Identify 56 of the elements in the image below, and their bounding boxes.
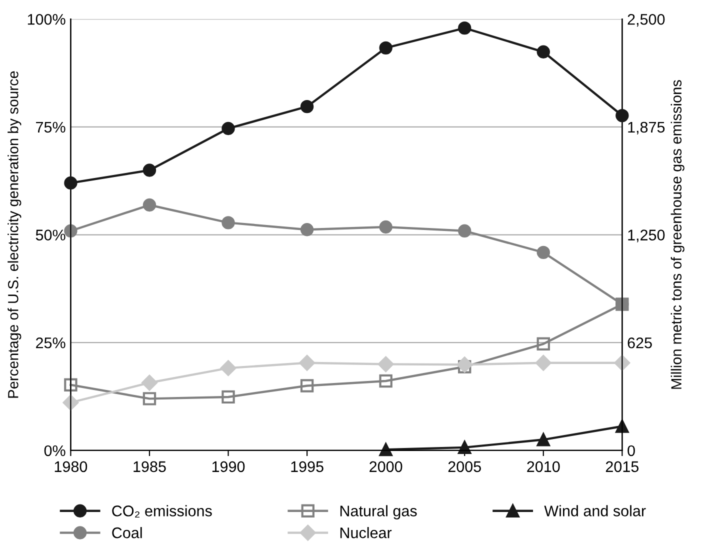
point [142, 164, 156, 177]
point [535, 354, 552, 371]
y2-tick-label: 1,875 [628, 122, 665, 134]
x-tick-label: 1980 [54, 461, 88, 472]
y-tick-label: 50% [36, 230, 66, 240]
legend-label: Coal [112, 527, 142, 538]
point [458, 224, 472, 238]
point [64, 176, 78, 190]
x-tick-label: 2015 [606, 461, 639, 472]
x-tick-label: 1995 [291, 461, 324, 472]
point [458, 21, 472, 35]
point [300, 379, 314, 392]
point [142, 198, 156, 212]
y2-axis-title: Million metric tons of greenhouse gas emissions [670, 80, 684, 389]
y-tick-label: 100% [28, 14, 66, 25]
point [536, 45, 550, 58]
y2-tick-label: 1,250 [628, 230, 665, 242]
y-tick-label: 0% [44, 445, 66, 456]
point [64, 378, 78, 392]
y2-tick-label: 625 [628, 337, 652, 348]
point [222, 216, 235, 230]
point [614, 354, 630, 371]
point [379, 220, 392, 234]
x-tick-label: 2000 [370, 461, 402, 472]
x-tick-label: 1985 [134, 461, 166, 472]
point [220, 360, 236, 376]
point [222, 390, 235, 404]
point [379, 41, 392, 55]
point [536, 246, 550, 260]
y2-tick-label: 2,500 [628, 14, 665, 27]
point [222, 122, 235, 136]
legend-label: CO₂ emissions [112, 505, 212, 518]
point [379, 442, 392, 456]
y2-tick-label: 0 [628, 445, 635, 456]
point [378, 356, 394, 372]
y-tick-label: 25% [36, 337, 66, 348]
point [299, 354, 315, 371]
legend-label: Wind and solar [544, 505, 646, 516]
point [300, 100, 314, 114]
x-tick-label: 2005 [448, 461, 481, 472]
point [300, 223, 314, 236]
x-tick-label: 1990 [212, 461, 245, 472]
legend-label: Nuclear [340, 527, 392, 538]
point [536, 433, 550, 446]
x-tick-label: 2010 [527, 461, 560, 472]
point [536, 337, 550, 351]
point [142, 392, 156, 406]
point [616, 420, 629, 433]
y-tick-label: 75% [36, 122, 66, 133]
point [458, 440, 472, 454]
point [456, 356, 473, 373]
legend-label: Natural gas [340, 505, 417, 520]
point [616, 108, 629, 122]
point [142, 374, 158, 391]
point [379, 374, 392, 388]
y-axis-title: Percentage of U.S. electricity generation by source [8, 71, 22, 398]
